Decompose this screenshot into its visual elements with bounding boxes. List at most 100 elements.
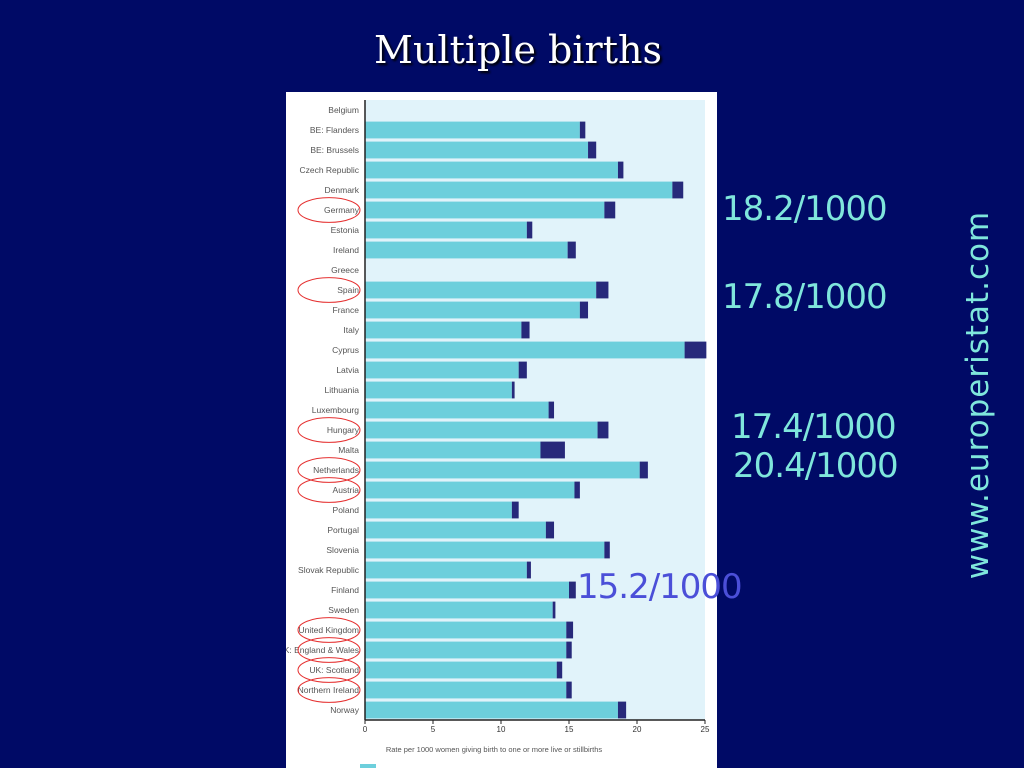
category-label: Czech Republic: [299, 165, 359, 175]
bar-segment-secondary: [684, 341, 707, 359]
annotation-netherlands-rate: 20.4/1000: [733, 446, 899, 486]
bar-segment-primary: [365, 521, 546, 539]
category-label: Lithuania: [324, 385, 359, 395]
highlight-circle: [297, 617, 361, 643]
category-label: Germany: [324, 205, 360, 215]
bar-segment-primary: [365, 601, 553, 619]
bar-segment-primary: [365, 421, 598, 439]
category-label: Norway: [330, 705, 360, 715]
x-tick-label: 25: [701, 725, 710, 734]
bar-segment-secondary: [548, 401, 555, 419]
annotation-hungary-rate: 17.4/1000: [731, 407, 897, 447]
category-label: UK: England & Wales: [286, 645, 359, 655]
bar-segment-primary: [365, 641, 567, 659]
bar-segment-secondary: [617, 161, 624, 179]
bar-segment-primary: [365, 241, 568, 259]
bar-segment-primary: [365, 161, 618, 179]
highlight-circle: [297, 417, 361, 443]
bar-segment-secondary: [639, 461, 648, 479]
category-label: Poland: [333, 505, 360, 515]
category-label: Slovak Republic: [298, 565, 360, 575]
category-label: Austria: [333, 485, 360, 495]
bar-segment-secondary: [579, 121, 586, 139]
bar-segment-primary: [365, 281, 597, 299]
watermark-url: www.europeristat.com: [960, 210, 996, 580]
bar-segment-primary: [365, 141, 589, 159]
highlight-circle: [297, 657, 361, 683]
bar-segment-primary: [365, 461, 640, 479]
category-label: United Kingdom: [299, 625, 359, 635]
highlight-circle: [297, 457, 361, 483]
bar-segment-secondary: [604, 541, 610, 559]
legend-swatch: [360, 764, 376, 768]
highlight-circle: [297, 277, 361, 303]
bar-segment-secondary: [552, 601, 556, 619]
category-label: Netherlands: [313, 465, 359, 475]
category-label: Luxembourg: [312, 405, 360, 415]
x-tick-label: 5: [431, 725, 436, 734]
x-tick-label: 10: [497, 725, 506, 734]
bar-segment-secondary: [511, 501, 519, 519]
highlight-circle: [297, 637, 361, 663]
bar-segment-secondary: [597, 421, 609, 439]
bar-segment-secondary: [574, 481, 580, 499]
bar-segment-secondary: [569, 581, 576, 599]
bar-segment-primary: [365, 541, 605, 559]
annotation-spain-rate: 17.8/1000: [722, 277, 888, 317]
bar-segment-primary: [365, 401, 549, 419]
highlight-circle: [297, 197, 361, 223]
bar-segment-secondary: [567, 241, 576, 259]
category-label: Latvia: [336, 365, 359, 375]
bar-segment-primary: [365, 201, 605, 219]
category-label: Belgium: [328, 105, 359, 115]
bar-segment-primary: [365, 341, 685, 359]
bar-segment-primary: [365, 661, 557, 679]
category-label: Ireland: [333, 245, 359, 255]
category-label: Northern Ireland: [298, 685, 360, 695]
bar-segment-primary: [365, 561, 527, 579]
bar-segment-primary: [365, 301, 580, 319]
bar-segment-secondary: [588, 141, 597, 159]
category-label: Hungary: [327, 425, 360, 435]
bar-segment-secondary: [596, 281, 609, 299]
bar-chart: Belgium BE: Flanders BE: Brussels Czech Rep…: [286, 100, 710, 768]
bar-segment-primary: [365, 181, 673, 199]
bar-segment-secondary: [579, 301, 589, 319]
category-label: Spain: [337, 285, 359, 295]
x-tick-label: 15: [565, 725, 574, 734]
category-label: Slovenia: [326, 545, 359, 555]
category-label: BE: Brussels: [310, 145, 359, 155]
category-label: Denmark: [325, 185, 360, 195]
bar-segment-primary: [365, 581, 569, 599]
bar-segment-secondary: [526, 221, 533, 239]
category-label: Portugal: [327, 525, 359, 535]
bar-segment-secondary: [526, 561, 531, 579]
bar-segment-primary: [365, 621, 567, 639]
bar-segment-primary: [365, 441, 541, 459]
category-label: UK: Scotland: [309, 665, 359, 675]
bar-segment-secondary: [566, 681, 572, 699]
bar-segment-primary: [365, 481, 575, 499]
bar-segment-primary: [365, 321, 522, 339]
category-label: BE: Flanders: [310, 125, 359, 135]
annotation-uk-rate: 15.2/1000: [577, 567, 743, 607]
category-label: Cyprus: [332, 345, 359, 355]
bar-segment-secondary: [604, 201, 616, 219]
category-label: Estonia: [331, 225, 360, 235]
bar-segment-secondary: [617, 701, 627, 719]
bar-segment-secondary: [566, 641, 572, 659]
bar-segment-secondary: [540, 441, 565, 459]
highlight-circle: [297, 677, 361, 703]
bar-segment-primary: [365, 501, 512, 519]
highlight-circle: [297, 477, 361, 503]
bar-segment-secondary: [672, 181, 684, 199]
category-label: Malta: [338, 445, 359, 455]
bar-segment-secondary: [521, 321, 530, 339]
bar-segment-primary: [365, 221, 527, 239]
category-label: Greece: [331, 265, 359, 275]
category-label: Finland: [331, 585, 359, 595]
bar-segment-primary: [365, 681, 567, 699]
x-tick-label: 0: [363, 725, 368, 734]
category-label: Sweden: [328, 605, 359, 615]
bar-segment-primary: [365, 361, 519, 379]
